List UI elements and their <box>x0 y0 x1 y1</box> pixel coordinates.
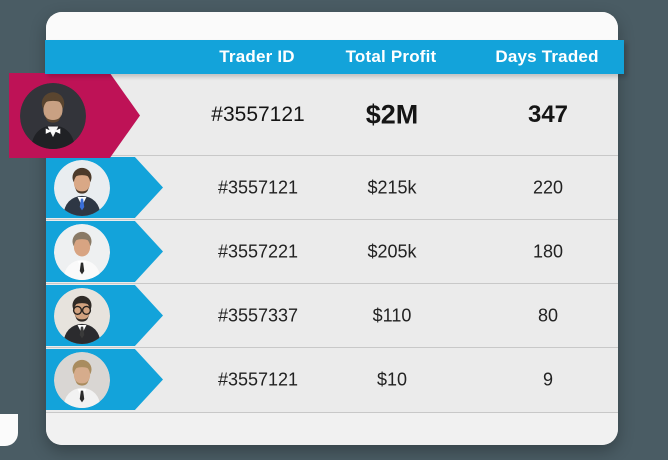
trader-row: #3557121 $2M 347 <box>9 73 618 158</box>
person-portrait-icon <box>54 351 110 408</box>
total-profit-cell: $10 <box>376 369 408 389</box>
trader-row: #3557337 $110 80 <box>46 283 618 347</box>
trader-avatar <box>54 159 110 216</box>
rank-chevron <box>46 221 163 282</box>
leaderboard-card: Trader ID Total Profit Days Traded #3557… <box>9 12 624 445</box>
featured-rank-ribbon <box>9 73 140 158</box>
card-top-strip <box>46 12 618 40</box>
days-traded-cell: 80 <box>537 305 559 325</box>
total-profit-cell: $110 <box>372 305 412 325</box>
trader-id-cell: #3557121 <box>217 177 299 197</box>
rank-chevron <box>46 285 163 346</box>
rank-chevron <box>46 349 163 410</box>
rank-chevron <box>46 157 163 218</box>
table-header: Trader ID Total Profit Days Traded <box>45 40 624 74</box>
total-profit-cell: $2M <box>365 99 419 129</box>
total-profit-cell: $205k <box>367 241 417 261</box>
trader-id-cell: #3557121 <box>211 102 305 126</box>
days-traded-cell: 220 <box>532 177 564 197</box>
trader-rows: #3557121 $2M 347 #3557121 $215k 220 #355… <box>9 73 618 412</box>
trader-avatar <box>20 82 86 149</box>
trader-row: #3557121 $10 9 <box>46 347 618 411</box>
trader-avatar <box>54 287 110 344</box>
trader-avatar <box>54 223 110 280</box>
trader-row: #3557121 $215k 220 <box>46 155 618 219</box>
person-portrait-icon <box>54 223 110 280</box>
trader-id-cell: #3557221 <box>217 241 299 261</box>
person-portrait-icon <box>54 287 110 344</box>
trader-id-cell: #3557121 <box>217 369 299 389</box>
trader-row: #3557221 $205k 180 <box>46 219 618 283</box>
days-traded-cell: 180 <box>532 241 564 261</box>
background-card-edge <box>0 414 18 446</box>
days-traded-cell: 9 <box>542 369 554 389</box>
person-portrait-icon <box>20 82 86 149</box>
column-header-trader-id: Trader ID <box>219 47 295 66</box>
total-profit-cell: $215k <box>367 177 417 197</box>
days-traded-cell: 347 <box>527 100 569 128</box>
person-portrait-icon <box>54 159 110 216</box>
trader-avatar <box>54 351 110 408</box>
trader-id-cell: #3557337 <box>217 305 299 325</box>
column-header-days-traded: Days Traded <box>495 47 599 66</box>
card-footer <box>46 412 618 445</box>
column-header-total-profit: Total Profit <box>345 47 437 66</box>
